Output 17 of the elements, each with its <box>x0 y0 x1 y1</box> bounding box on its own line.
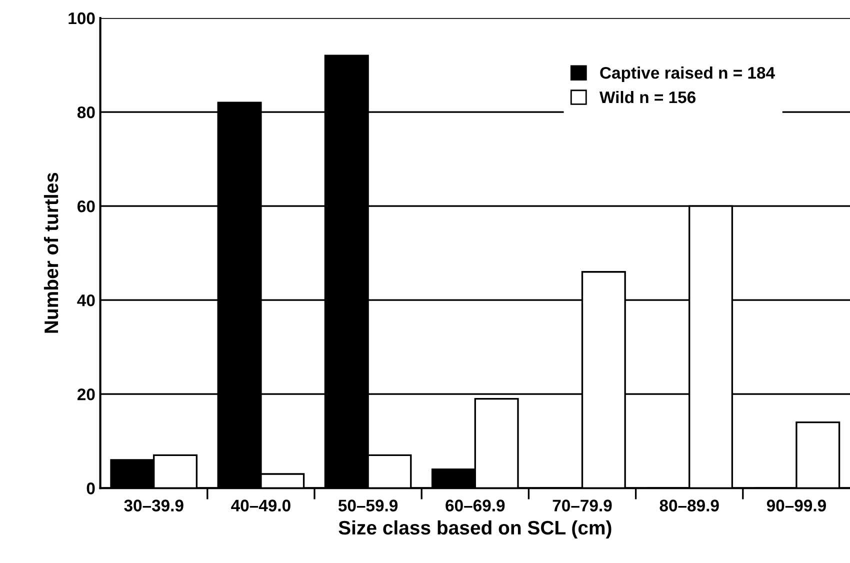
x-tick-label: 70–79.9 <box>552 500 612 512</box>
y-tick-label: 20 <box>77 388 95 400</box>
y-tick-label: 40 <box>77 294 95 306</box>
x-tick-label: 30–39.9 <box>124 500 184 512</box>
x-tick-label: 60–69.9 <box>446 500 505 512</box>
legend-label: Wild n = 156 <box>600 90 696 104</box>
legend-label: Captive raised n = 184 <box>600 66 775 82</box>
x-tick-label: 80–89.9 <box>660 500 719 512</box>
y-tick-label: 60 <box>78 200 95 212</box>
x-tick-label: 40–49.0 <box>231 500 290 512</box>
y-tick-label: 100 <box>68 12 95 24</box>
y-tick-label: 0 <box>86 482 95 494</box>
x-tick-label: 90–99.9 <box>766 500 826 512</box>
y-axis-title: Number of turtles <box>44 172 58 333</box>
x-tick-label: 50–59.9 <box>338 500 398 512</box>
y-tick-label: 80 <box>77 106 95 118</box>
x-axis-title: Size class based on SCL (cm) <box>338 520 612 538</box>
